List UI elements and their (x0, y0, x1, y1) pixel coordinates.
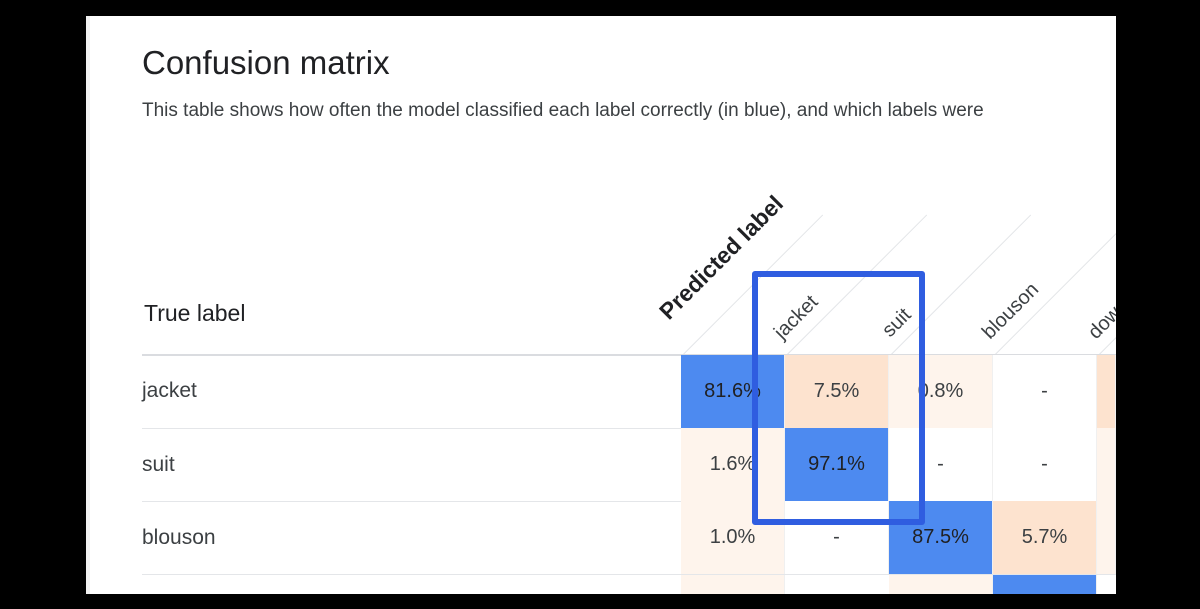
matrix-cell[interactable]: - (785, 501, 889, 574)
row-label-blouson: blouson (142, 526, 216, 549)
matrix-cell[interactable]: 5.7% (993, 501, 1097, 574)
matrix-cell[interactable]: 97.1% (785, 428, 889, 501)
row-divider (142, 501, 1116, 502)
column-label-blouson: blouson (978, 278, 1044, 344)
matrix-cell[interactable]: 7.5% (785, 355, 889, 428)
row-label-jacket: jacket (142, 379, 197, 402)
row-divider (142, 428, 1116, 429)
matrix-cell[interactable]: - (993, 355, 1097, 428)
confusion-matrix-panel: Confusion matrix This table shows how of… (86, 16, 1116, 594)
column-label-down: dow (1084, 302, 1116, 344)
matrix-cell-partial (1097, 501, 1116, 574)
true-label-heading: True label (144, 300, 246, 326)
page-description: This table shows how often the model cla… (142, 100, 984, 121)
matrix-cell[interactable]: 0.8% (889, 355, 993, 428)
matrix-cell[interactable]: - (993, 428, 1097, 501)
matrix-cell-partial (1097, 428, 1116, 501)
page-title: Confusion matrix (142, 44, 390, 81)
row-divider (142, 574, 1116, 575)
highlight-annotation-box (752, 271, 925, 525)
row-label-suit: suit (142, 453, 175, 476)
matrix-cell[interactable]: 81.6% (681, 355, 785, 428)
matrix-cell[interactable]: 87.5% (889, 501, 993, 574)
matrix-cell-partial (681, 575, 785, 594)
matrix-cell[interactable]: 1.6% (681, 428, 785, 501)
matrix-cell-partial (1097, 355, 1116, 428)
header-divider (142, 354, 1116, 356)
matrix-cell-partial (889, 575, 993, 594)
matrix-cell[interactable]: - (889, 428, 993, 501)
matrix-cell[interactable]: 1.0% (681, 501, 785, 574)
matrix-cell-partial (993, 575, 1097, 594)
panel-edge (86, 16, 90, 594)
